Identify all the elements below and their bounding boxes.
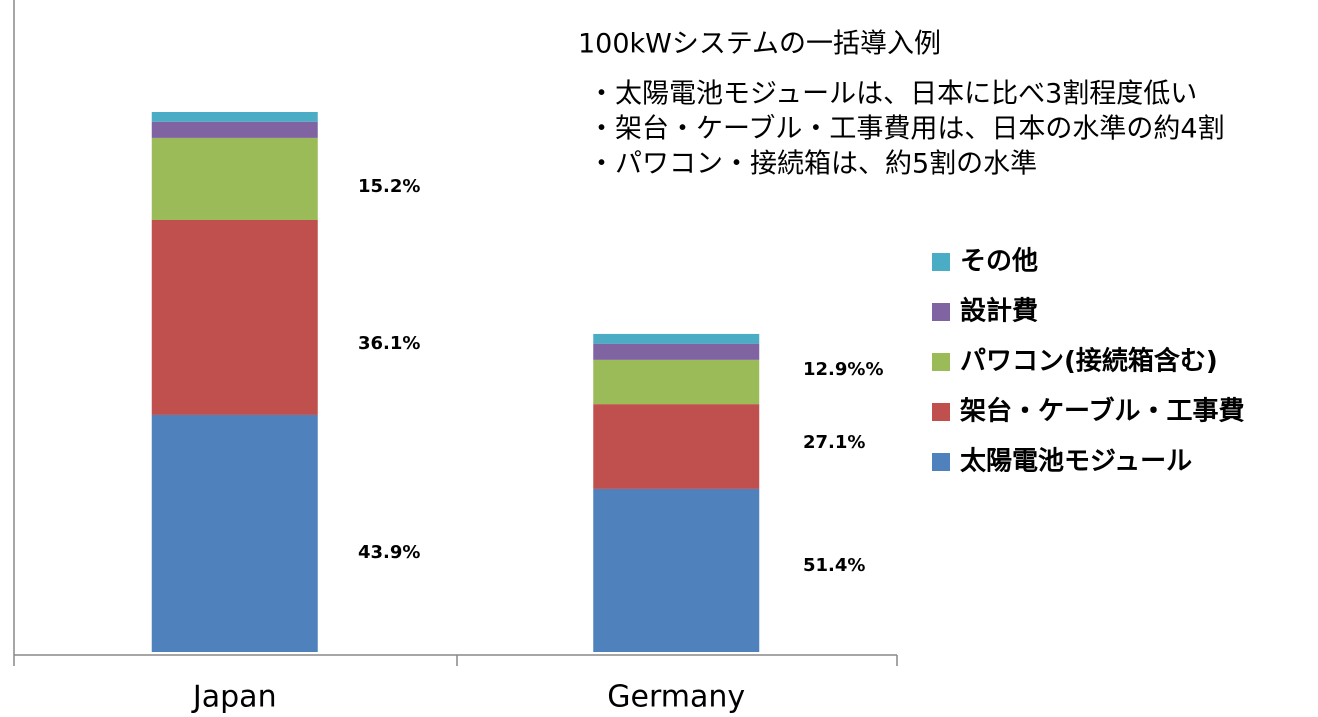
bar-segment [593,333,760,344]
note-line: ・太陽電池モジュールは、日本に比べ3割程度低い [588,79,1197,110]
legend-swatch [932,403,950,421]
bar-segment [593,488,760,652]
legend-swatch [932,303,950,321]
x-tick-label: Germany [607,680,745,715]
bar-segment [151,414,318,652]
bar-segment [151,112,318,122]
segment-label: 51.4% [803,555,865,576]
note-line: ・架台・ケーブル・工事費用は、日本の水準の約4割 [588,114,1225,145]
legend-label: パワコン(接続箱含む) [960,346,1218,377]
bar-segment [593,404,760,489]
segment-label: 12.9%% [803,359,883,380]
note-line: ・パワコン・接続箱は、約5割の水準 [588,149,1037,180]
segment-label: 15.2% [358,176,420,197]
legend-swatch [932,253,950,271]
legend-label: 太陽電池モジュール [960,447,1192,477]
bar-segment [593,359,760,405]
bar-segment [593,343,760,360]
legend-label: 設計費 [960,296,1038,327]
bar-segment [151,220,318,415]
legend-swatch [932,453,950,471]
note-title: 100kWシステムの一括導入例 [578,29,941,60]
legend-label: その他 [960,247,1038,277]
segment-label: 43.9% [358,542,420,563]
segment-label: 27.1% [803,432,865,453]
x-tick-label: Japan [191,680,277,715]
legend-label: 架台・ケーブル・工事費 [960,396,1244,427]
bar-segment [151,137,318,220]
bar-segment [151,121,318,138]
segment-label: 36.1% [358,333,420,354]
legend-swatch [932,353,950,371]
